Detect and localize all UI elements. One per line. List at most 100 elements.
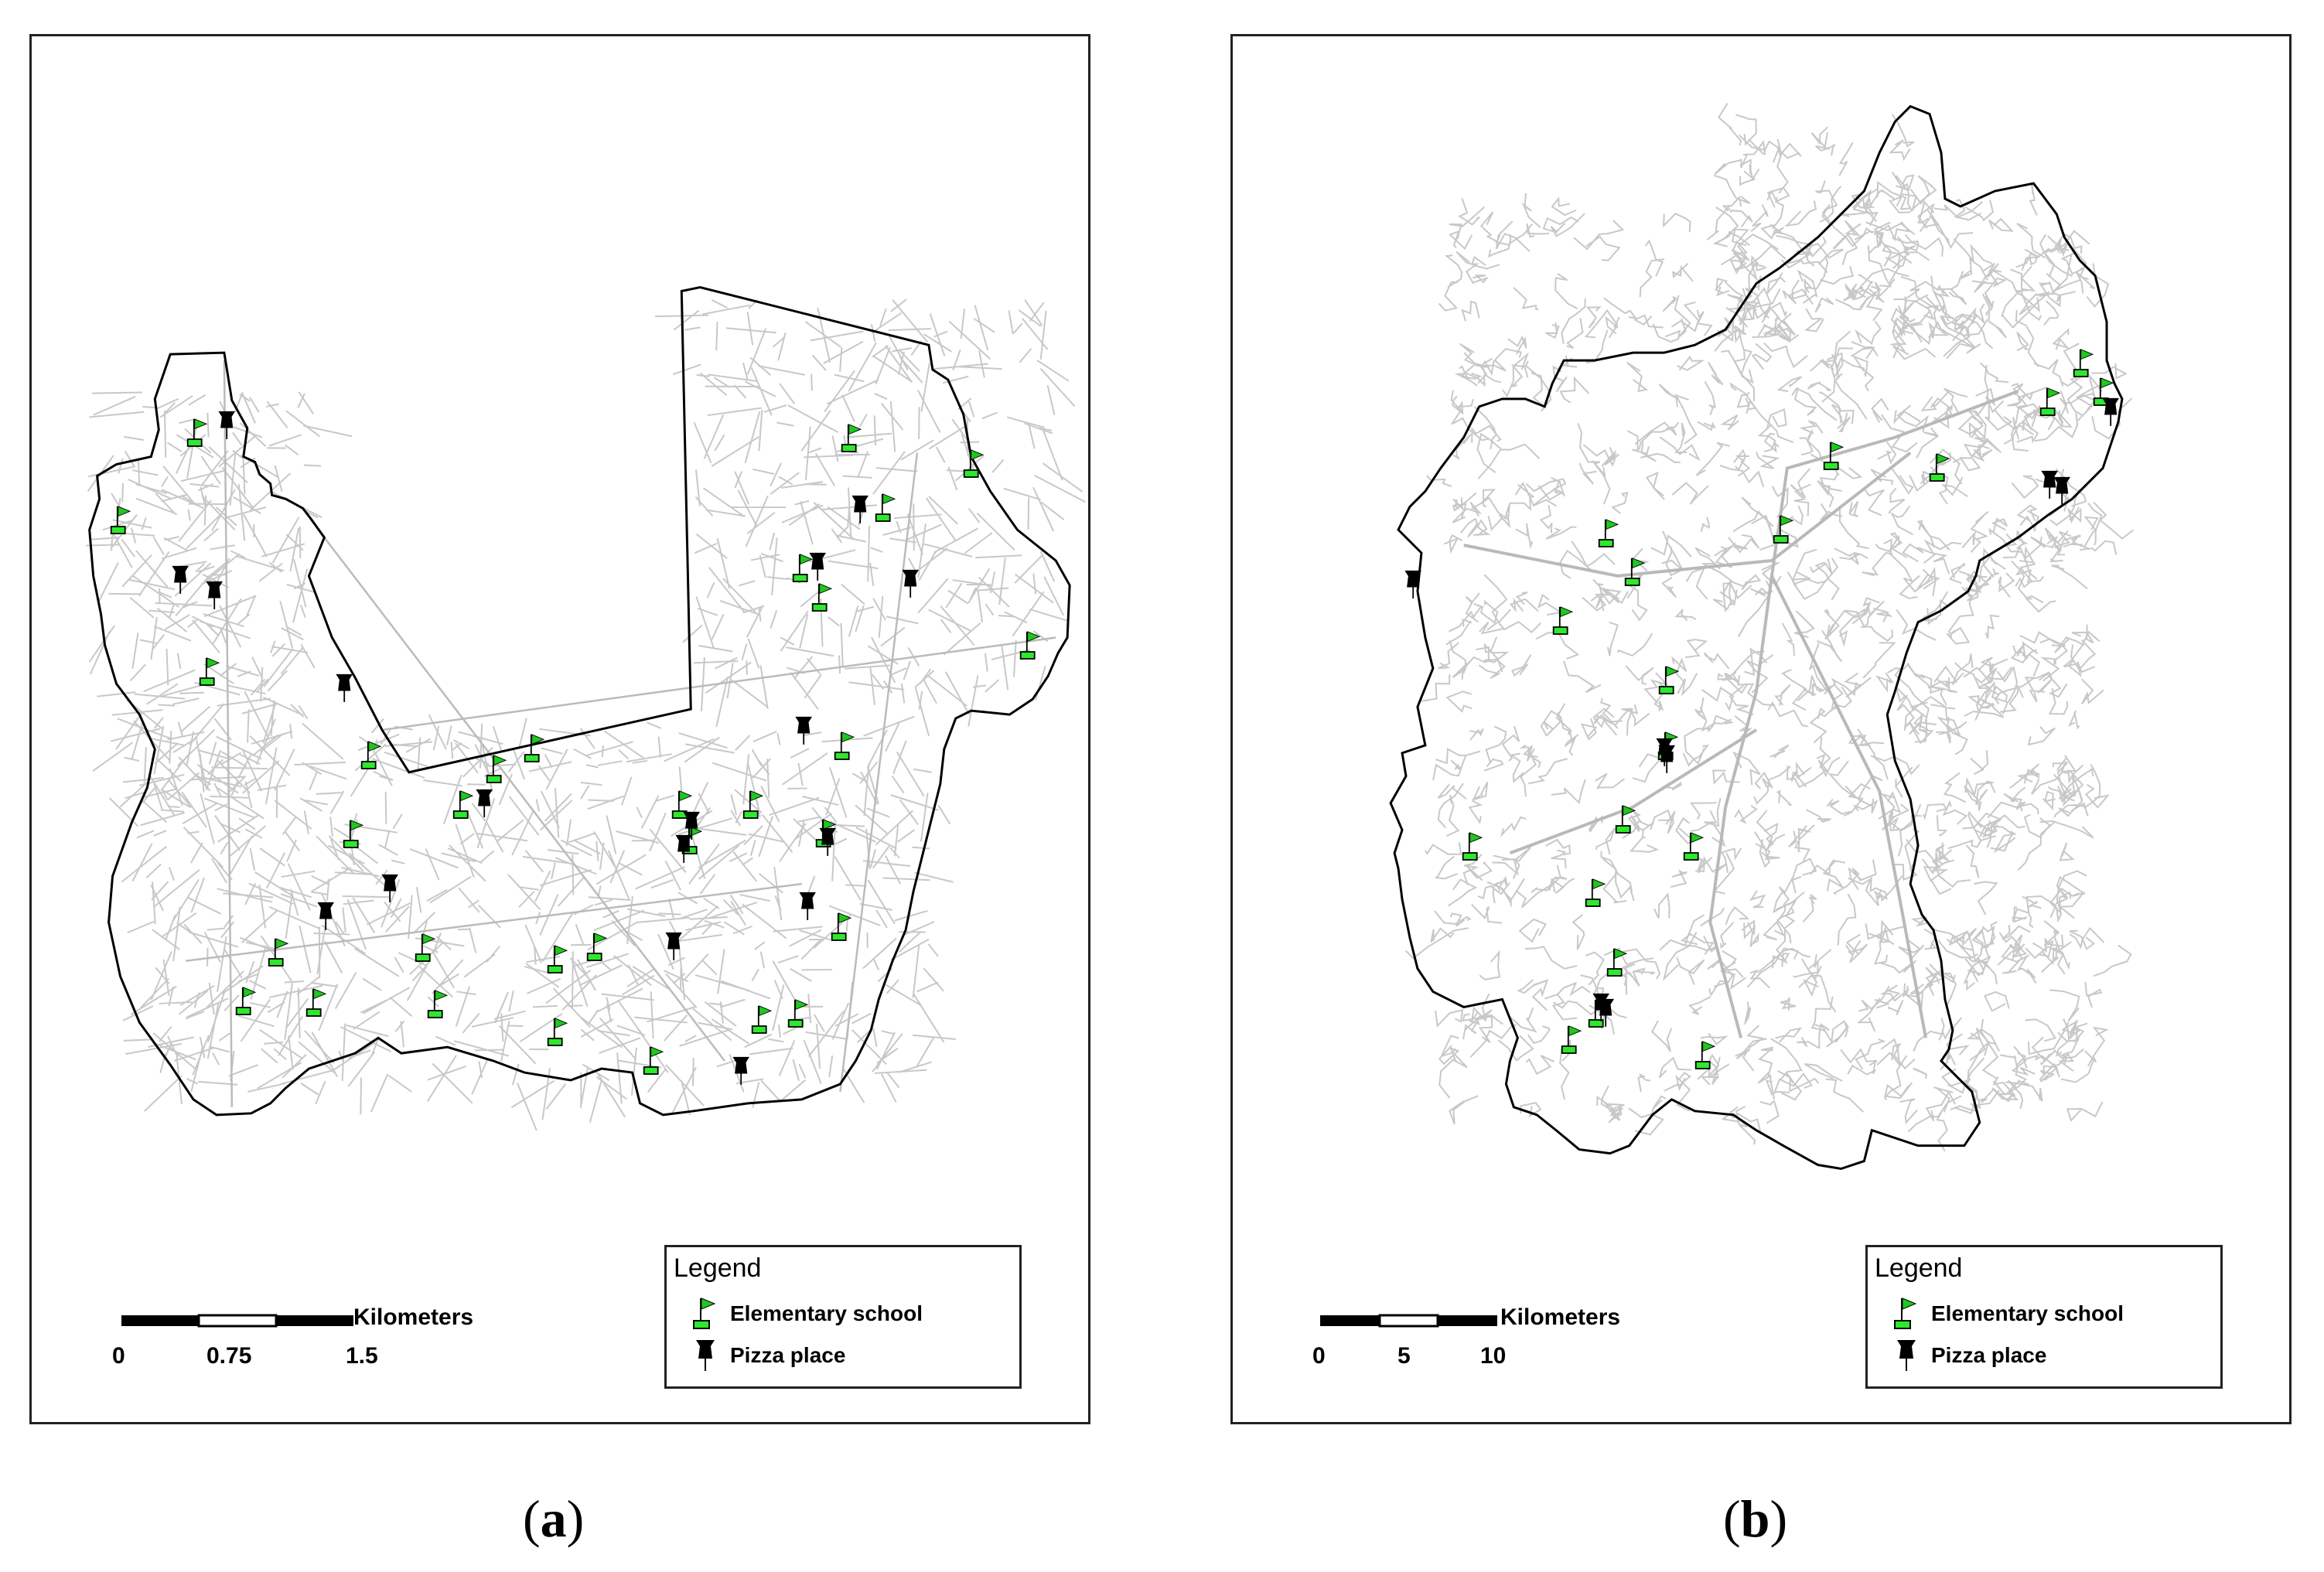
black-pushpin-icon <box>696 1340 715 1371</box>
black-pushpin-icon <box>1401 568 1428 600</box>
black-pushpin-icon <box>815 825 843 858</box>
black-pushpin-icon <box>377 871 405 904</box>
black-pushpin-icon <box>679 809 707 841</box>
green-flag-icon <box>1928 451 1956 483</box>
caption-b: (b) <box>1723 1489 1788 1548</box>
black-pushpin-icon <box>671 832 699 864</box>
green-flag-icon <box>1614 803 1642 835</box>
green-flag-icon <box>1822 439 1850 472</box>
green-flag-icon <box>742 788 770 820</box>
black-pushpin-icon <box>2037 468 2065 500</box>
road-network-b <box>1404 103 2135 1152</box>
scalebar-bar-a <box>121 1314 353 1328</box>
black-pushpin-icon <box>791 714 819 746</box>
green-flag-icon <box>787 997 814 1029</box>
map-panel-a: Kilometers 0 0.75 1.5 Legend Elementary … <box>29 34 1090 1424</box>
black-pushpin-icon <box>898 567 926 599</box>
scalebar-tick-0-a: 0 <box>112 1343 125 1369</box>
map-panel-b: Kilometers 0 5 10 Legend Elementary scho… <box>1230 34 2292 1424</box>
green-flag-icon <box>671 788 698 820</box>
map-a-canvas <box>86 285 1086 1131</box>
green-flag-icon <box>693 1297 716 1329</box>
green-flag-icon <box>485 752 513 785</box>
black-pushpin-icon <box>168 563 196 595</box>
black-pushpin-icon <box>472 786 500 819</box>
legend-label-pizza-a: Pizza place <box>730 1343 846 1367</box>
legend-label-pizza-b: Pizza place <box>1931 1343 2047 1367</box>
black-pushpin-icon <box>332 671 360 704</box>
green-flag-icon <box>198 655 226 687</box>
scalebar-unit-b: Kilometers <box>1500 1304 1621 1330</box>
legend-title-b: Legend <box>1875 1253 1963 1283</box>
green-flag-icon <box>810 581 838 613</box>
black-pushpin-icon <box>661 929 689 962</box>
green-flag-icon <box>750 1003 778 1035</box>
green-flag-icon <box>874 491 902 523</box>
boundary-b <box>1389 104 2124 1171</box>
scalebar-tick-2-b: 10 <box>1480 1343 1507 1369</box>
green-flag-icon <box>1560 1023 1588 1055</box>
legend-title-a: Legend <box>674 1253 762 1283</box>
green-flag-icon <box>2039 385 2066 418</box>
green-flag-icon <box>305 986 333 1018</box>
green-flag-icon <box>833 729 861 762</box>
scalebar-tick-2-a: 1.5 <box>346 1343 378 1369</box>
green-flag-icon <box>585 930 613 963</box>
green-flag-icon <box>452 788 479 820</box>
boundary-a <box>88 285 1071 1117</box>
legend-label-school-b: Elementary school <box>1931 1301 2124 1325</box>
black-pushpin-icon <box>729 1054 756 1086</box>
green-flag-icon <box>1606 946 1633 978</box>
green-flag-icon <box>546 943 574 975</box>
green-flag-icon <box>1694 1038 1722 1071</box>
green-flag-icon <box>1894 1297 1917 1329</box>
black-pushpin-icon <box>1589 991 1616 1023</box>
black-pushpin-icon <box>2049 474 2077 506</box>
green-flag-icon <box>1772 513 1800 545</box>
green-flag-icon <box>1584 876 1612 909</box>
black-pushpin-icon <box>795 889 823 922</box>
green-flag-icon <box>1019 629 1046 661</box>
green-flag-icon <box>426 987 454 1020</box>
green-flag-icon <box>109 503 137 536</box>
black-pushpin-icon <box>1652 735 1680 768</box>
scalebar-bar-b <box>1320 1314 1497 1328</box>
green-flag-icon <box>523 731 551 764</box>
scalebar-unit-a: Kilometers <box>353 1304 474 1330</box>
green-flag-icon <box>234 984 262 1017</box>
green-flag-icon <box>2092 375 2120 407</box>
green-flag-icon <box>342 817 370 850</box>
green-flag-icon <box>840 421 868 454</box>
black-pushpin-icon <box>2098 395 2126 428</box>
legend-a: Legend Elementary school Pizza place <box>664 1245 1022 1389</box>
green-flag-icon <box>791 551 819 584</box>
black-pushpin-icon <box>202 578 230 611</box>
road-network-a <box>86 298 1086 1131</box>
legend-b: Legend Elementary school Pizza place <box>1865 1245 2223 1389</box>
green-flag-icon <box>414 931 442 963</box>
scalebar-tick-1-b: 5 <box>1397 1343 1411 1369</box>
green-flag-icon <box>186 416 213 448</box>
green-flag-icon <box>2072 346 2100 379</box>
map-b-canvas <box>1389 103 2135 1171</box>
black-pushpin-icon <box>805 550 833 582</box>
green-flag-icon <box>1657 663 1685 696</box>
legend-label-school-a: Elementary school <box>730 1301 923 1325</box>
scalebar-tick-0-b: 0 <box>1312 1343 1326 1369</box>
green-flag-icon <box>360 738 387 771</box>
green-flag-icon <box>1551 604 1579 636</box>
green-flag-icon <box>1597 517 1625 549</box>
scalebar-tick-1-a: 0.75 <box>206 1343 252 1369</box>
black-pushpin-icon <box>1897 1340 1916 1371</box>
green-flag-icon <box>1682 830 1710 862</box>
black-pushpin-icon <box>848 493 875 525</box>
caption-a: (a) <box>523 1489 585 1548</box>
green-flag-icon <box>830 910 858 943</box>
black-pushpin-icon <box>313 899 341 932</box>
green-flag-icon <box>267 936 295 968</box>
green-flag-icon <box>546 1015 574 1048</box>
green-flag-icon <box>1623 555 1651 588</box>
black-pushpin-icon <box>214 408 242 441</box>
green-flag-icon <box>962 447 990 479</box>
green-flag-icon <box>642 1044 670 1076</box>
